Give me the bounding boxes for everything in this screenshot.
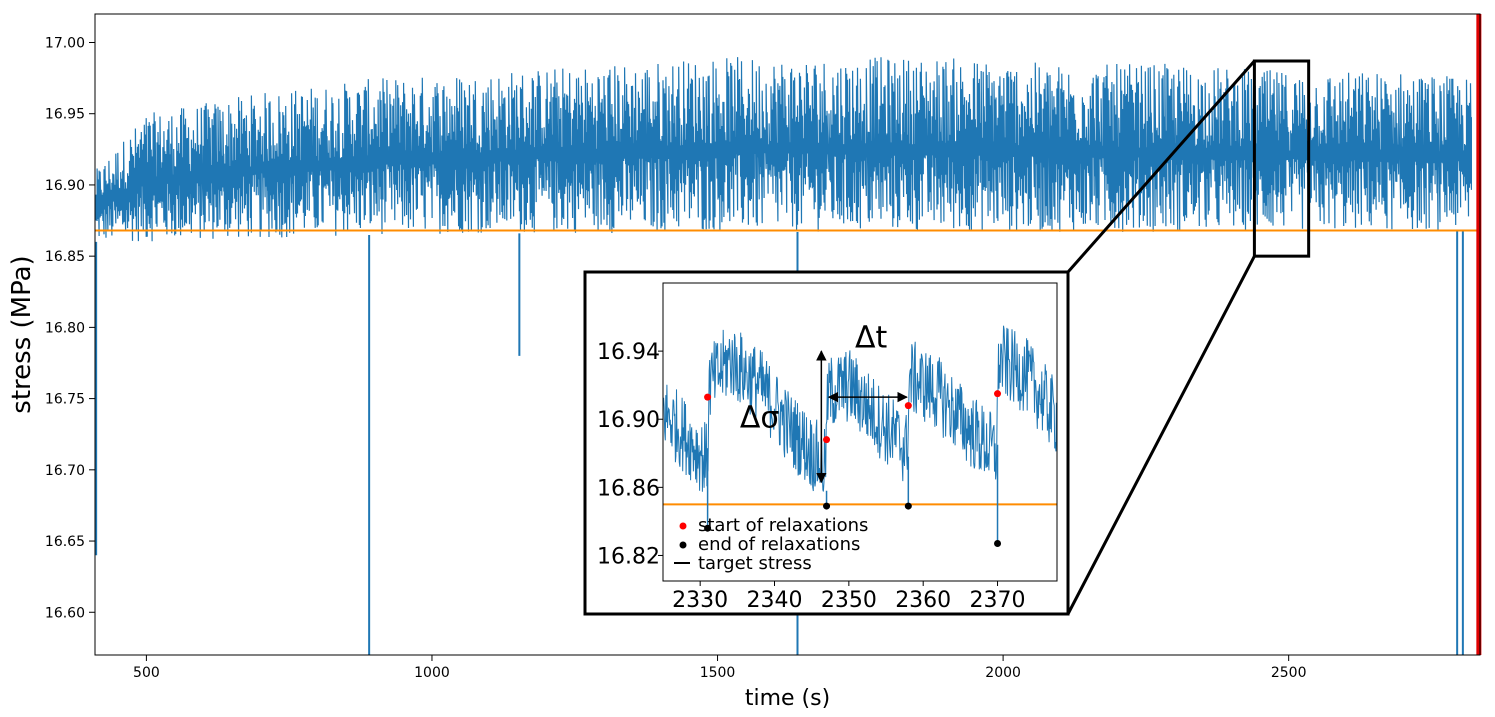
- main-y-tick-label-2: 16.70: [45, 463, 85, 479]
- inset-x-tick-label-4: 2370: [970, 588, 1026, 613]
- zoom-box: [1252, 59, 1311, 258]
- main-y-tick-label-1: 16.65: [45, 534, 85, 550]
- inset-y-ticks: 16.82 16.86 16.90 16.94: [597, 340, 663, 569]
- main-x-tick-label-4: 2500: [1271, 665, 1307, 681]
- legend-label-0: start of relaxations: [698, 515, 868, 536]
- main-x-tick-label-2: 1500: [700, 665, 736, 681]
- main-y-tick-label-7: 16.95: [45, 107, 85, 123]
- y-axis-label: stress (MPa): [7, 255, 37, 413]
- inset-x-tick-label-2: 2350: [821, 588, 877, 613]
- main-x-tick-label-3: 2000: [985, 665, 1021, 681]
- end-point-3: [994, 540, 1002, 548]
- inset-annotations: Δt Δσ: [740, 321, 888, 436]
- inset-x-tick-label-0: 2330: [672, 588, 728, 613]
- stress-series: [95, 57, 1472, 242]
- main-x-tick-label-0: 500: [133, 665, 160, 681]
- main-y-tick-label-6: 16.90: [45, 178, 85, 194]
- inset-stress-series: [662, 325, 1058, 492]
- zoom-connector-bottom: [1066, 255, 1256, 615]
- x-axis-label: time (s): [745, 686, 830, 711]
- inset-y-tick-label-0: 16.82: [597, 544, 660, 569]
- main-y-tick-label-8: 17.00: [45, 35, 85, 51]
- inset-arrows: [816, 350, 908, 484]
- main-x-tick-label-1: 1000: [414, 665, 450, 681]
- start-point-0: [704, 393, 712, 401]
- annotation-0: Δt: [855, 321, 888, 356]
- inset-frame: [662, 282, 1058, 582]
- inset-x-tick-label-3: 2360: [895, 588, 951, 613]
- legend-label-2: target stress: [698, 553, 812, 574]
- inset-plot: 2330 2340 2350 2360 2370 16.82 16.86 16.90 16.9…: [583, 270, 1070, 616]
- annotation-1: Δσ: [740, 401, 780, 436]
- main-frame: [94, 13, 1481, 656]
- inset-y-tick-label-1: 16.86: [597, 476, 660, 501]
- start-point-3: [994, 390, 1002, 398]
- end-point-2: [904, 502, 912, 510]
- legend-start-marker: [679, 522, 687, 530]
- inset-end-points: [704, 444, 1002, 548]
- main-x-ticks: 500 1000 1500 2000 2500: [133, 655, 1306, 681]
- main-y-tick-label-4: 16.80: [45, 320, 85, 336]
- main-y-tick-label-0: 16.60: [45, 605, 85, 621]
- main-y-tick-label-5: 16.85: [45, 249, 85, 265]
- main-plot: 500 1000 1500 2000 2500 16.60 16.65 16.70 16.75…: [7, 13, 1482, 711]
- start-point-1: [823, 436, 831, 444]
- legend-end-marker: [679, 541, 687, 549]
- inset-x-tick-label-1: 2340: [747, 588, 803, 613]
- main-y-tick-label-3: 16.75: [45, 392, 85, 408]
- legend-label-1: end of relaxations: [698, 534, 860, 555]
- zoom-connector-top: [1066, 60, 1256, 273]
- inset-x-ticks: 2330 2340 2350 2360 2370: [672, 581, 1026, 613]
- start-point-2: [904, 402, 912, 410]
- inset-y-tick-label-2: 16.90: [597, 408, 660, 433]
- end-point-1: [823, 502, 831, 510]
- end-point-0: [704, 524, 712, 532]
- main-y-ticks: 16.60 16.65 16.70 16.75 16.80 16.85 16.90 16.95…: [45, 35, 95, 621]
- inset-y-tick-label-3: 16.94: [597, 340, 660, 365]
